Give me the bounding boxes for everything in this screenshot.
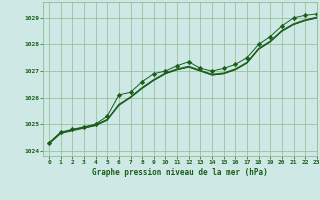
X-axis label: Graphe pression niveau de la mer (hPa): Graphe pression niveau de la mer (hPa) (92, 168, 268, 177)
